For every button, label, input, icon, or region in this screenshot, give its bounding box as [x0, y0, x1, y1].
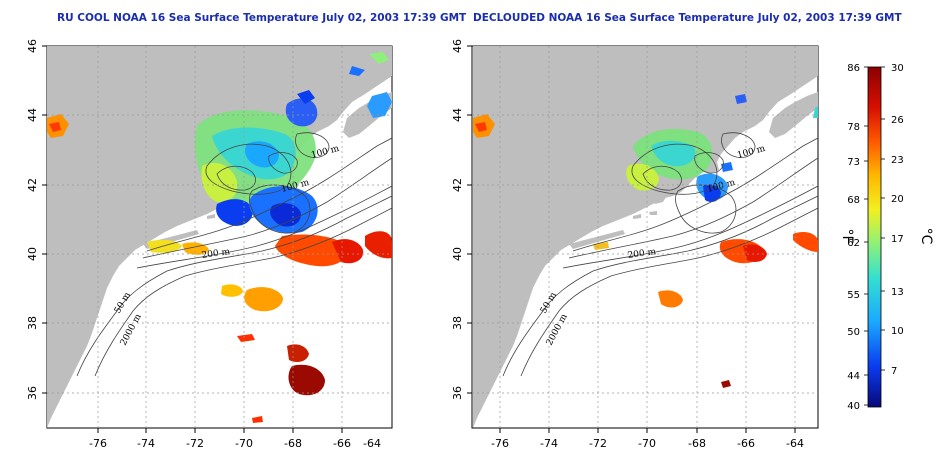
- lon-tick-right-76: -76: [491, 437, 509, 450]
- colorbar-c-tick-23: 23: [891, 155, 904, 166]
- colorbar-f-tick-86: 86: [847, 63, 860, 74]
- colorbar-f-tick-73: 73: [847, 157, 860, 168]
- grid-right: [472, 46, 818, 428]
- colorbar-c-tick-10: 10: [891, 326, 904, 337]
- map-panel-left: 100 m 100 m 200 m 50 m 2000 m: [26, 39, 393, 450]
- lon-tick-right-70: -70: [638, 437, 656, 450]
- colorbar-unit-celsius: °C: [918, 228, 934, 245]
- sst-field-left: [47, 52, 392, 423]
- lon-tick-right-66: -66: [737, 437, 755, 450]
- lat-tick-left-36: 36: [26, 386, 39, 400]
- colorbar-c-tick-20: 20: [891, 194, 904, 205]
- lon-tick-left-66: -66: [333, 437, 351, 450]
- lat-tick-right-40: 40: [451, 247, 464, 261]
- lon-tick-right-72: -72: [589, 437, 607, 450]
- lon-tick-left-74: -74: [137, 437, 155, 450]
- panel-title-right: DECLOUDED NOAA 16 Sea Surface Temperatur…: [473, 12, 902, 24]
- contour-label-left-200m: 200 m: [201, 247, 231, 261]
- colorbar-c-tick-26: 26: [891, 115, 904, 126]
- colorbar-f-tick-55: 55: [847, 290, 860, 301]
- lat-tick-left-46: 46: [26, 39, 39, 53]
- colorbar-c-tick-30: 30: [891, 63, 904, 74]
- lon-tick-left-72: -72: [186, 437, 204, 450]
- colorbar: 86 78 73 68 62 55 50 44 40 30 26 23 20 1…: [839, 63, 934, 412]
- colorbar-f-tick-78: 78: [847, 122, 860, 133]
- colorbar-f-tick-44: 44: [847, 371, 860, 382]
- colorbar-unit-fahrenheit: °F: [839, 228, 855, 243]
- lat-tick-left-42: 42: [26, 178, 39, 192]
- lat-tick-right-38: 38: [451, 316, 464, 330]
- colorbar-f-tick-68: 68: [847, 195, 860, 206]
- grid-left: [47, 46, 392, 428]
- lon-tick-left-68: -68: [284, 437, 302, 450]
- colorbar-f-tick-40: 40: [847, 401, 860, 412]
- lat-tick-right-44: 44: [451, 108, 464, 122]
- lat-tick-left-40: 40: [26, 247, 39, 261]
- lat-tick-right-46: 46: [451, 39, 464, 53]
- lon-tick-left-70: -70: [235, 437, 253, 450]
- sst-field-right: [473, 94, 818, 388]
- lat-tick-right-42: 42: [451, 178, 464, 192]
- panel-title-left: RU COOL NOAA 16 Sea Surface Temperature …: [57, 12, 467, 24]
- lon-tick-right-68: -68: [688, 437, 706, 450]
- colorbar-f-tick-62: 62: [847, 238, 860, 249]
- lat-tick-left-38: 38: [26, 316, 39, 330]
- lon-tick-left-76: -76: [89, 437, 107, 450]
- colorbar-f-tick-50: 50: [847, 327, 860, 338]
- lat-tick-right-36: 36: [451, 386, 464, 400]
- lat-tick-left-44: 44: [26, 108, 39, 122]
- colorbar-c-tick-7: 7: [891, 366, 897, 377]
- map-panel-right: 100 m 100 m 200 m 50 m 2000 m: [451, 39, 819, 450]
- lon-tick-right-74: -74: [540, 437, 558, 450]
- colorbar-c-tick-13: 13: [891, 287, 904, 298]
- lon-tick-right-64: -64: [786, 437, 804, 450]
- lon-tick-left-64: -64: [363, 437, 381, 450]
- colorbar-c-tick-17: 17: [891, 234, 904, 245]
